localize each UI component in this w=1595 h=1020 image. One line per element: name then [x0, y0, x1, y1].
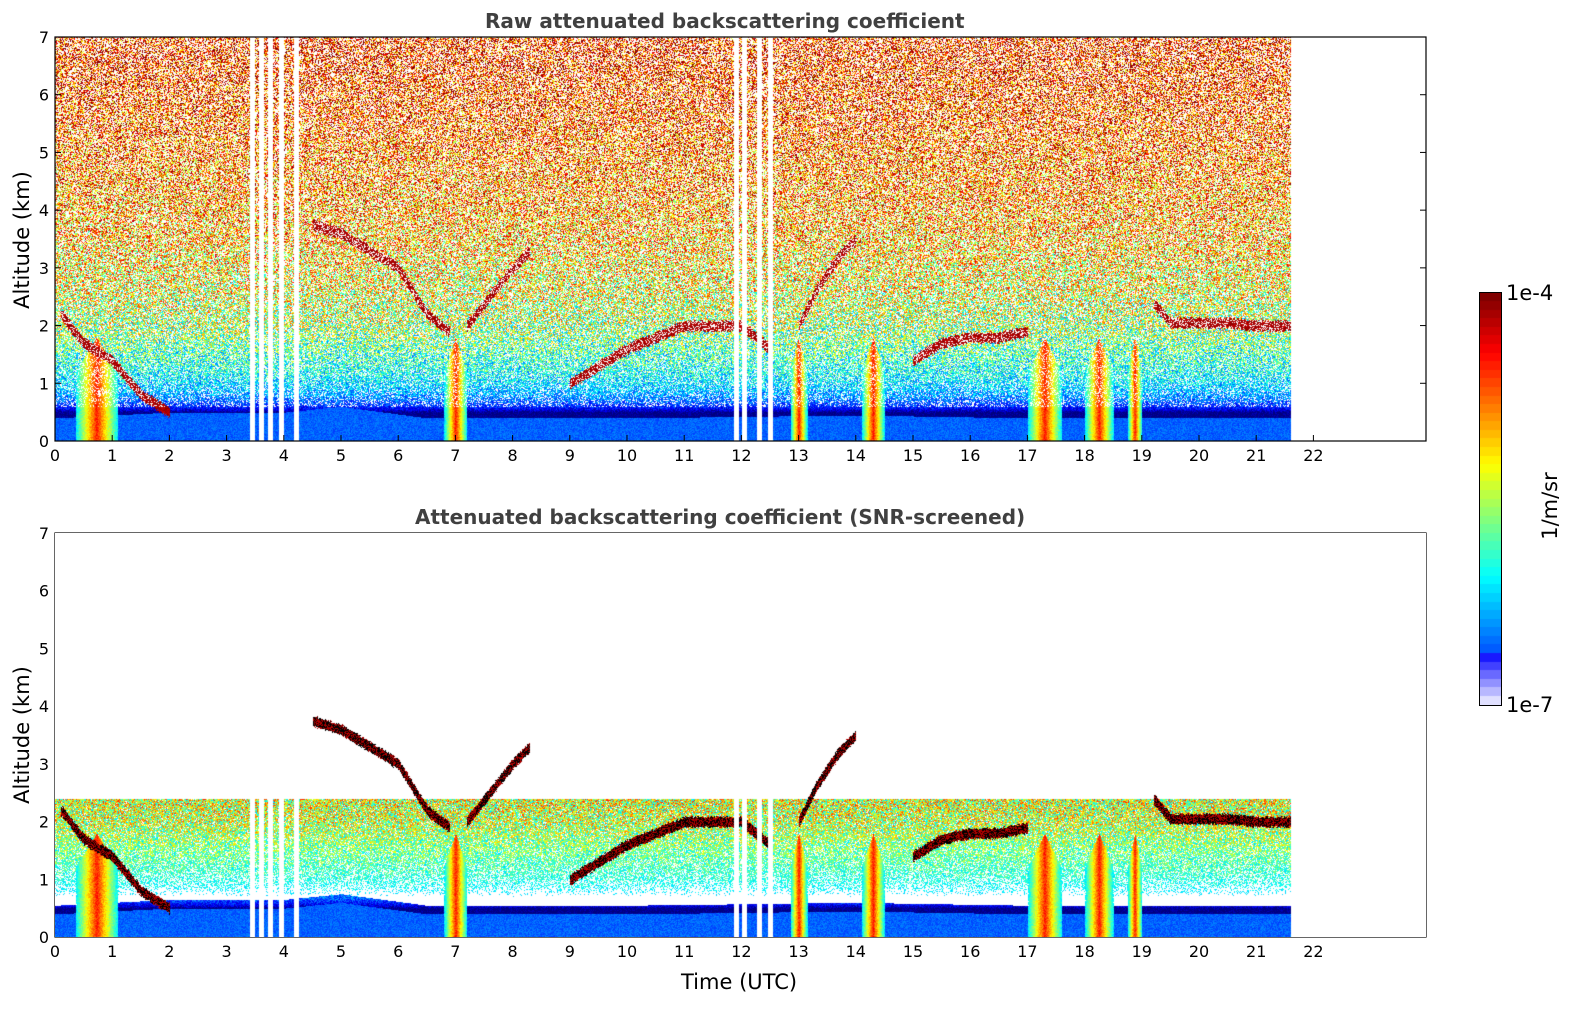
panel2-title: Attenuated backscattering coefficient (S…: [415, 505, 1026, 529]
panel2-x-tick-label: 11: [674, 942, 694, 961]
panel2-x-tick-label: 9: [565, 942, 575, 961]
panel1-x-tick-label: 9: [565, 446, 575, 465]
panel2-x-tick-label: 2: [164, 942, 174, 961]
panel1-y-tick-label: 0: [39, 432, 49, 451]
panel1-x-tick-label: 12: [731, 446, 751, 465]
panel2-x-tick-label: 21: [1246, 942, 1266, 961]
panel1-x-tick-label: 0: [50, 446, 60, 465]
panel2-y-tick-label: 4: [39, 697, 49, 716]
panel1-y-tick-label: 2: [39, 317, 49, 336]
panel2-x-tick-label: 10: [617, 942, 637, 961]
panel1-x-tick-label: 5: [336, 446, 346, 465]
panel2-x-tick-label: 13: [788, 942, 808, 961]
panel1-x-tick-label: 2: [164, 446, 174, 465]
panel1-x-tick-label: 22: [1303, 446, 1323, 465]
panel1-x-tick-label: 16: [960, 446, 980, 465]
panel1-x-tick-label: 7: [450, 446, 460, 465]
panel1-x-tick-label: 4: [279, 446, 289, 465]
panel2-x-tick-label: 6: [393, 942, 403, 961]
panel2-y-tick-label: 3: [39, 755, 49, 774]
panel1-y-tick-label: 4: [39, 201, 49, 220]
panel2-x-tick-label: 1: [107, 942, 117, 961]
panel1-x-tick-label: 14: [846, 446, 866, 465]
panel1-title: Raw attenuated backscattering coefficien…: [485, 9, 965, 33]
panel2-y-tick-label: 7: [39, 524, 49, 543]
panel2-x-tick-label: 17: [1017, 942, 1037, 961]
panel2-x-tick-label: 7: [450, 942, 460, 961]
panel1-x-tick-label: 21: [1246, 446, 1266, 465]
panel1-y-tick-label: 5: [39, 143, 49, 162]
panel2-x-tick-label: 8: [508, 942, 518, 961]
panel2-x-tick-label: 18: [1074, 942, 1094, 961]
colorbar-min-label: 1e-7: [1506, 693, 1554, 717]
panel2-x-tick-label: 5: [336, 942, 346, 961]
panel1-x-tick-label: 20: [1189, 446, 1209, 465]
panel2-y-tick-label: 5: [39, 639, 49, 658]
panel1-y-tick-label: 1: [39, 374, 49, 393]
panel1-y-tick-label: 6: [39, 86, 49, 105]
x-axis-label: Time (UTC): [681, 970, 798, 994]
panel1-x-tick-label: 3: [222, 446, 232, 465]
panel1-x-tick-label: 8: [508, 446, 518, 465]
panel2-x-tick-label: 16: [960, 942, 980, 961]
panel2-x-tick-label: 4: [279, 942, 289, 961]
panel1-x-tick-label: 17: [1017, 446, 1037, 465]
panel2-heatmap: [55, 533, 1426, 937]
panel1-x-tick-label: 1: [107, 446, 117, 465]
panel1-x-tick-label: 13: [788, 446, 808, 465]
panel2-x-tick-label: 15: [903, 942, 923, 961]
panel2-x-tick-label: 22: [1303, 942, 1323, 961]
panel2-x-tick-label: 12: [731, 942, 751, 961]
colorbar-max-label: 1e-4: [1506, 281, 1554, 305]
panel1-x-tick-label: 6: [393, 446, 403, 465]
panel1-x-tick-label: 18: [1074, 446, 1094, 465]
panel2-x-tick-label: 3: [222, 942, 232, 961]
panel1-x-tick-label: 11: [674, 446, 694, 465]
panel2-y-tick-label: 1: [39, 870, 49, 889]
panel2-y-tick-label: 6: [39, 582, 49, 601]
colorbar: [1479, 292, 1502, 706]
panel1-x-tick-label: 15: [903, 446, 923, 465]
panel1-frame: [54, 36, 1427, 442]
panel2-x-tick-label: 20: [1189, 942, 1209, 961]
panel2-y-axis-label: Altitude (km): [10, 666, 34, 804]
panel2-x-tick-label: 14: [846, 942, 866, 961]
panel1-heatmap: [55, 37, 1426, 441]
panel1-y-tick-label: 3: [39, 259, 49, 278]
panel2-x-tick-label: 0: [50, 942, 60, 961]
panel2-y-tick-label: 2: [39, 813, 49, 832]
panel2-x-tick-label: 19: [1132, 942, 1152, 961]
panel1-x-tick-label: 10: [617, 446, 637, 465]
panel1-y-tick-label: 7: [39, 28, 49, 47]
panel1-x-tick-label: 19: [1132, 446, 1152, 465]
colorbar-unit-label: 1/m/sr: [1538, 472, 1562, 540]
panel2-y-tick-label: 0: [39, 928, 49, 947]
